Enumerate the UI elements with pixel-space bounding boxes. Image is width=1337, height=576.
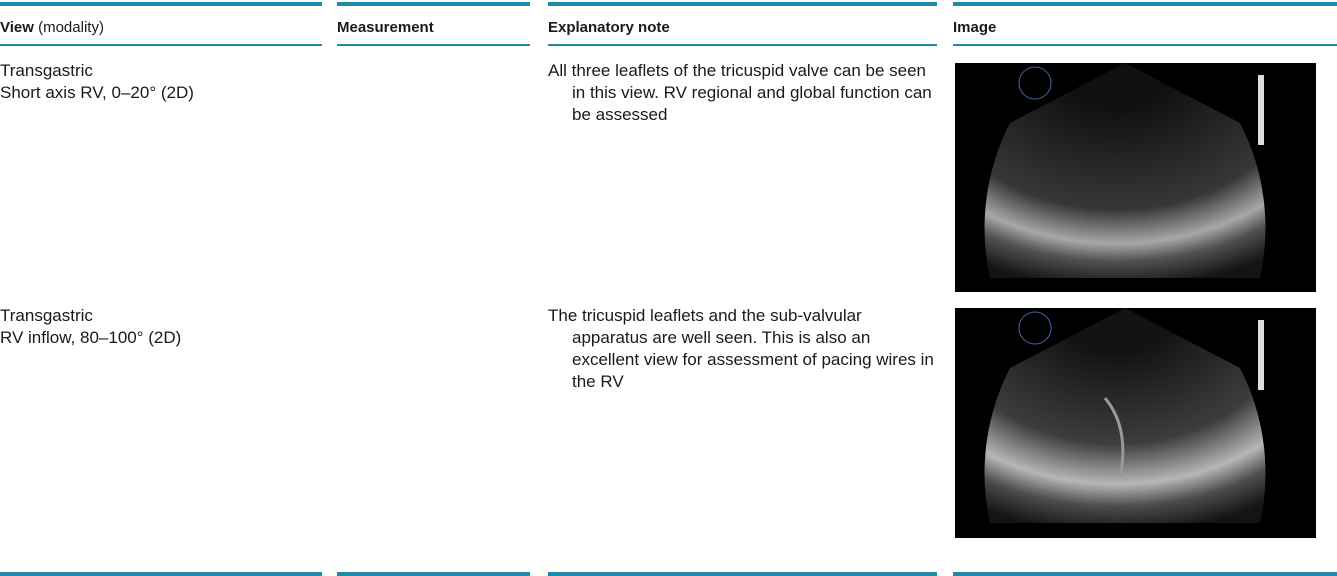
view-cell: Transgastric Short axis RV, 0–20° (2D) bbox=[0, 60, 194, 104]
rule bbox=[0, 44, 322, 46]
echo-image bbox=[955, 308, 1316, 538]
header-cell: Image bbox=[953, 19, 997, 36]
view-line: Transgastric bbox=[0, 61, 93, 80]
rule bbox=[337, 2, 530, 6]
note-cell: The tricuspid leaflets and the sub-valvu… bbox=[548, 306, 934, 391]
view-cell: Transgastric RV inflow, 80–100° (2D) bbox=[0, 305, 181, 349]
header-note: (modality) bbox=[38, 19, 104, 36]
header-cell: Explanatory note bbox=[548, 19, 670, 36]
rule bbox=[0, 572, 322, 576]
header-cell: Measurement bbox=[337, 19, 434, 36]
header-label: View bbox=[0, 19, 34, 36]
rule bbox=[953, 2, 1337, 6]
echo-image bbox=[955, 63, 1316, 292]
view-line: Transgastric bbox=[0, 306, 93, 325]
rule bbox=[548, 44, 937, 46]
note-cell: All three leaflets of the tricuspid valv… bbox=[548, 61, 932, 124]
view-line: Short axis RV, 0–20° (2D) bbox=[0, 83, 194, 102]
rule bbox=[337, 572, 530, 576]
rule bbox=[953, 572, 1337, 576]
view-line: RV inflow, 80–100° (2D) bbox=[0, 328, 182, 347]
rule bbox=[0, 2, 322, 6]
rule bbox=[548, 2, 937, 6]
rule bbox=[548, 572, 937, 576]
header-cell: View (modality) bbox=[0, 19, 104, 36]
rule bbox=[953, 44, 1337, 46]
rule bbox=[337, 44, 530, 46]
